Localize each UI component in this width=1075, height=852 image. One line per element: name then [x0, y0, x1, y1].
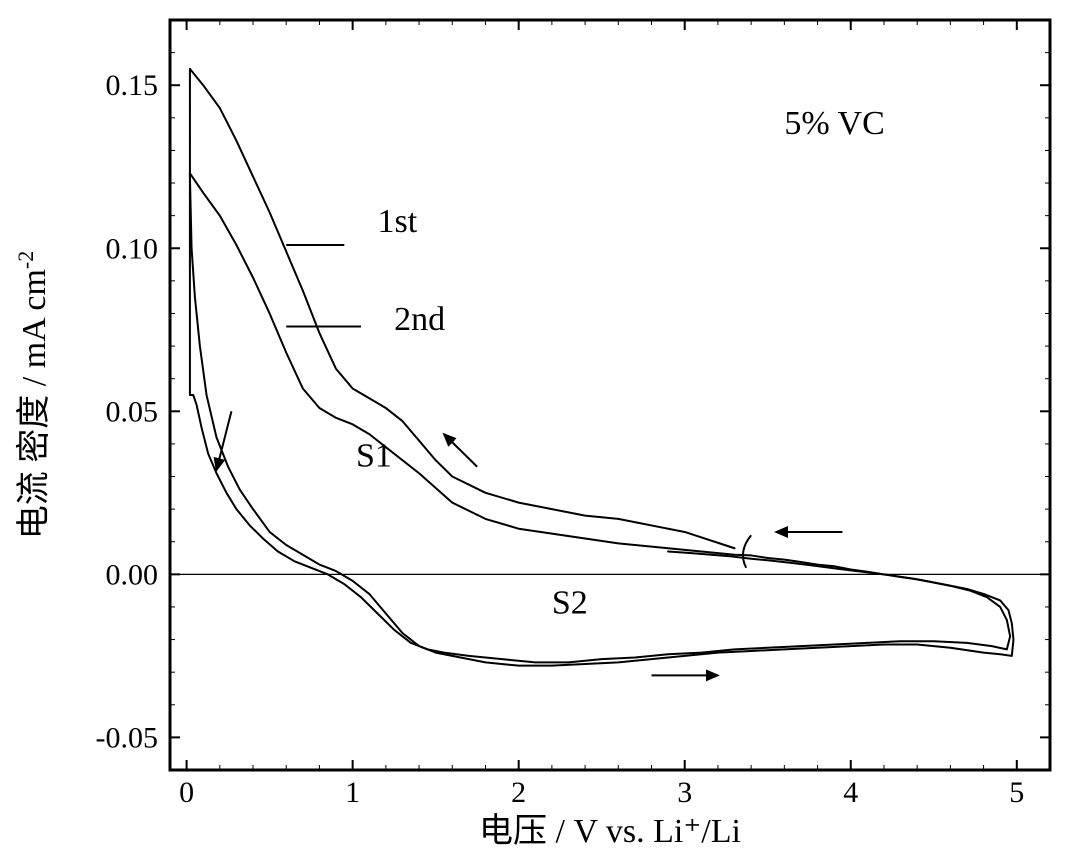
x-tick-label: 0: [179, 776, 194, 809]
cv-chart: 0 1 2 3 4 5 -0.05 0.00 0.05 0.10 0.15 电压 / V vs. Li…: [0, 0, 1075, 852]
annotation-s2: S2: [552, 584, 588, 621]
annotation-1st: 1st: [378, 203, 418, 240]
y-axis-label: 电流 密度 / mA cm-2: [13, 251, 54, 539]
x-axis-label: 电压 / V vs. Li⁺/Li: [479, 812, 741, 850]
plot-frame: [170, 20, 1050, 770]
additive-label: 5% VC: [784, 105, 884, 142]
chart-stage: 0 1 2 3 4 5 -0.05 0.00 0.05 0.10 0.15 电压 / V vs. Li…: [0, 0, 1075, 852]
x-tick-label: 1: [345, 776, 360, 809]
x-tick-label: 3: [677, 776, 692, 809]
y-tick-label: 0.05: [106, 395, 159, 428]
x-tick-label: 4: [843, 776, 858, 809]
y-tick-label: -0.05: [96, 721, 159, 754]
x-tick-label: 2: [511, 776, 526, 809]
y-tick-label: 0.15: [106, 69, 159, 102]
annotation-2nd: 2nd: [394, 301, 445, 338]
annotation-s1: S1: [356, 438, 392, 475]
y-tick-label: 0.10: [106, 232, 159, 265]
x-tick-label: 5: [1009, 776, 1024, 809]
y-tick-label: 0.00: [106, 558, 159, 591]
